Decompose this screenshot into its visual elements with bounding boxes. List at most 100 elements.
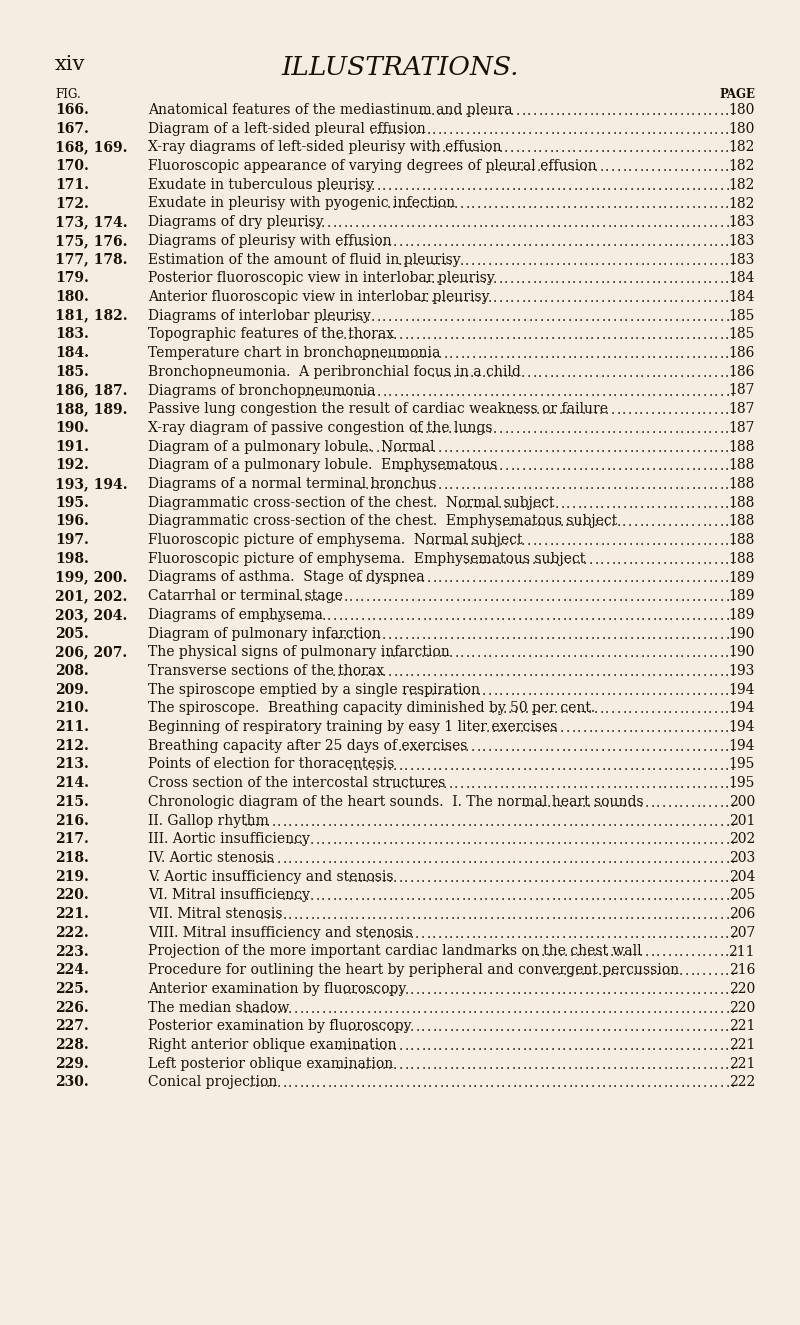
- Text: .: .: [538, 553, 542, 567]
- Text: .: .: [406, 1076, 410, 1090]
- Text: .: .: [658, 1002, 662, 1015]
- Text: .: .: [731, 310, 735, 323]
- Text: .: .: [359, 758, 363, 772]
- Text: .: .: [487, 273, 491, 286]
- Text: .: .: [403, 684, 407, 698]
- Text: .: .: [394, 908, 398, 922]
- Text: .: .: [702, 347, 707, 362]
- Text: .: .: [550, 347, 555, 362]
- Text: .: .: [332, 384, 336, 399]
- Text: .: .: [382, 384, 386, 399]
- Text: .: .: [598, 796, 603, 810]
- Text: 172.: 172.: [55, 196, 89, 211]
- Text: .: .: [690, 796, 695, 810]
- Text: .: .: [411, 833, 415, 847]
- Text: .: .: [487, 366, 491, 380]
- Text: .: .: [437, 421, 441, 436]
- Text: .: .: [556, 1039, 561, 1053]
- Text: .: .: [557, 1076, 562, 1090]
- Text: .: .: [595, 534, 599, 549]
- Text: .: .: [720, 815, 724, 828]
- Text: .: .: [460, 197, 464, 212]
- Text: .: .: [634, 721, 638, 735]
- Text: .: .: [438, 628, 442, 641]
- Text: .: .: [585, 329, 589, 342]
- Text: .: .: [686, 778, 690, 791]
- Text: .: .: [310, 384, 314, 399]
- Text: .: .: [702, 721, 706, 735]
- Text: .: .: [354, 665, 358, 678]
- Text: .: .: [585, 815, 590, 828]
- Text: .: .: [714, 216, 718, 231]
- Text: .: .: [613, 571, 617, 586]
- Text: .: .: [442, 253, 447, 268]
- Text: .: .: [680, 534, 684, 549]
- Text: .: .: [686, 1020, 690, 1035]
- Text: .: .: [411, 1002, 416, 1015]
- Text: .: .: [635, 665, 639, 678]
- Text: .: .: [726, 384, 730, 399]
- Text: 225.: 225.: [55, 982, 89, 996]
- Text: .: .: [398, 197, 402, 212]
- Text: .: .: [685, 160, 690, 174]
- Text: .: .: [544, 684, 549, 698]
- Text: .: .: [512, 815, 517, 828]
- Text: .: .: [686, 684, 690, 698]
- Text: .: .: [495, 833, 499, 847]
- Text: .: .: [624, 216, 629, 231]
- Text: .: .: [506, 1057, 510, 1072]
- Text: .: .: [577, 702, 581, 717]
- Text: 208.: 208.: [55, 664, 89, 678]
- Text: .: .: [504, 534, 509, 549]
- Text: .: .: [595, 684, 599, 698]
- Text: .: .: [602, 908, 606, 922]
- Text: .: .: [538, 460, 543, 473]
- Text: .: .: [646, 441, 650, 454]
- Text: .: .: [359, 235, 364, 249]
- Text: .: .: [610, 796, 614, 810]
- Text: .: .: [698, 610, 702, 623]
- Text: .: .: [618, 571, 622, 586]
- Text: .: .: [539, 778, 543, 791]
- Text: .: .: [490, 908, 494, 922]
- Text: .: .: [410, 478, 414, 492]
- Text: 211: 211: [729, 945, 755, 958]
- Text: .: .: [612, 684, 616, 698]
- Text: .: .: [404, 983, 409, 996]
- Text: .: .: [618, 273, 622, 286]
- Text: .: .: [522, 197, 526, 212]
- Text: .: .: [679, 721, 684, 735]
- Text: .: .: [720, 571, 724, 586]
- Text: 194: 194: [729, 739, 755, 753]
- Text: .: .: [490, 1002, 494, 1015]
- Text: .: .: [668, 515, 672, 530]
- Text: .: .: [545, 441, 549, 454]
- Text: .: .: [528, 123, 532, 136]
- Text: .: .: [697, 739, 702, 754]
- Text: .: .: [651, 515, 655, 530]
- Text: .: .: [504, 273, 509, 286]
- Text: .: .: [556, 329, 561, 342]
- Text: .: .: [590, 179, 594, 193]
- Text: .: .: [494, 235, 498, 249]
- Text: .: .: [629, 253, 634, 268]
- Text: .: .: [393, 1020, 397, 1035]
- Text: .: .: [598, 965, 602, 978]
- Text: .: .: [680, 329, 685, 342]
- Text: .: .: [726, 684, 730, 698]
- Text: .: .: [449, 347, 454, 362]
- Text: .: .: [500, 571, 504, 586]
- Text: .: .: [420, 778, 425, 791]
- Text: .: .: [519, 160, 524, 174]
- Text: .: .: [326, 628, 330, 641]
- Text: .: .: [439, 1002, 444, 1015]
- Text: .: .: [663, 889, 668, 904]
- Text: .: .: [450, 329, 454, 342]
- Text: .: .: [501, 610, 505, 623]
- Text: .: .: [482, 197, 486, 212]
- Text: .: .: [266, 908, 270, 922]
- Text: .: .: [605, 160, 610, 174]
- Text: .: .: [533, 366, 537, 380]
- Text: .: .: [635, 852, 640, 867]
- Text: .: .: [484, 216, 488, 231]
